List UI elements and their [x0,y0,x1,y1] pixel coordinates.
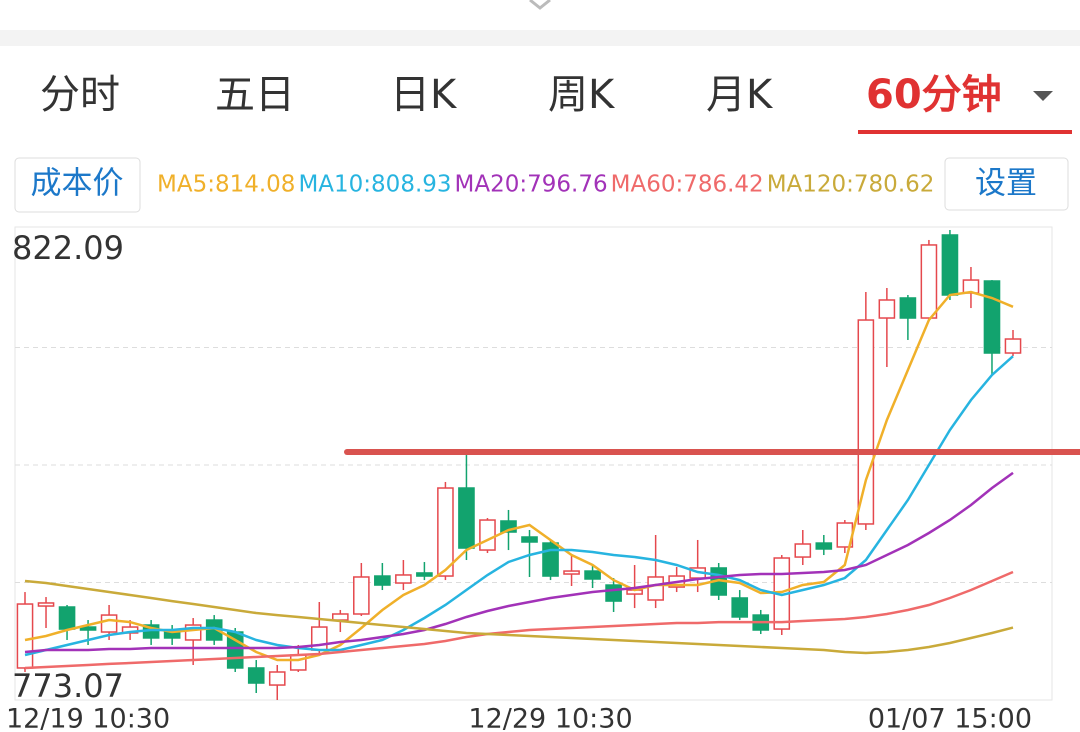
y-min-label: 773.07 [12,667,124,705]
dropdown-arrow[interactable] [1033,91,1053,101]
candle-body [857,319,875,525]
cost-button-label[interactable]: 成本价 [31,166,124,202]
period-tab[interactable]: 周K [548,72,616,118]
legend-entry: MA60:786.42 [611,172,764,198]
legend-entry: MA20:796.76 [455,172,608,198]
candle-body [521,536,538,543]
settings-button-label[interactable]: 设置 [975,166,1037,202]
period-tab[interactable]: 60分钟 [866,72,1002,118]
plot-frame [14,226,1053,701]
candle-body [815,542,833,550]
period-tab[interactable]: 月K [706,72,774,118]
candle-body [289,654,307,671]
candle-body [605,584,622,602]
candle-body [794,543,812,558]
y-max-label: 822.09 [12,229,124,267]
candle-body [79,626,97,631]
x-tick-label: 01/07 15:00 [868,704,1032,732]
x-tick-label: 12/29 10:30 [468,704,632,732]
candle-body [395,574,412,584]
ma-line [24,355,1014,657]
ma-line [24,471,1014,654]
period-tab[interactable]: 日K [390,72,458,118]
candle-body [416,572,433,577]
period-tabs: 分时 五日 日K 周K 月K 60分钟 [40,72,1002,118]
candle-body [458,487,475,549]
candle-body [353,576,370,615]
candle-body [983,280,1001,354]
ma-line [24,579,1014,655]
ma-legend: MA5:814.08 MA10:808.93 MA20:796.76 MA60:786… [157,172,934,198]
legend-entry: MA120:780.62 [767,172,935,198]
candle-body [563,570,580,575]
active-underline [858,130,1072,134]
collapse-chevron[interactable] [529,0,551,10]
period-tab[interactable]: 分时 [40,72,120,118]
ma-line [24,290,1014,662]
candle-body [247,667,265,684]
candle-body [332,613,349,621]
candle-body [584,570,601,580]
candle-body [374,575,391,586]
candle-body [920,244,938,319]
divider [0,30,1080,46]
candle-body [437,487,454,577]
period-tab[interactable]: 五日 [215,72,295,118]
candle-body [1004,338,1022,354]
cost-button[interactable] [14,157,141,213]
legend-entry: MA10:808.93 [298,172,451,198]
candle-body [37,602,55,607]
settings-button[interactable] [944,157,1069,211]
candle-body [731,597,749,618]
candle-body [268,671,286,686]
candle-body [500,520,517,533]
candle-body [878,299,896,319]
candle-body [479,519,496,551]
candle-body [941,234,959,296]
candle-body [647,576,664,601]
legend-entry: MA5:814.08 [157,172,295,198]
ma-line [24,570,1014,670]
x-tick-label: 12/19 10:30 [6,704,170,732]
candle-body [100,614,118,633]
candle-body [58,606,76,630]
candle-body [542,542,559,577]
candle-body [16,603,34,669]
candle-body [899,297,917,319]
